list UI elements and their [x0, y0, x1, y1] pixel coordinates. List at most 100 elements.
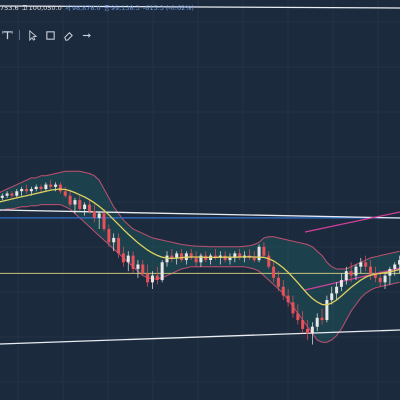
candle-body	[20, 189, 24, 192]
high-label: 고	[21, 4, 28, 12]
candle-body	[393, 264, 397, 269]
candle-body	[276, 277, 280, 287]
candle-body	[364, 262, 368, 267]
candle-body	[373, 273, 377, 278]
candle-body	[131, 255, 135, 269]
change-value: -615.3 (-0.62%)	[142, 4, 194, 12]
candle-body	[170, 255, 174, 258]
close-label: 종	[103, 4, 110, 12]
candle-body	[286, 295, 290, 303]
candle-body	[262, 246, 266, 256]
candle-body	[78, 200, 82, 209]
candle-body	[102, 213, 106, 229]
candle-body	[44, 184, 48, 189]
channel-line-top	[0, 5, 400, 9]
bollinger-lower-line	[0, 204, 400, 343]
candle-body	[233, 253, 237, 258]
candle-body	[24, 189, 28, 192]
candle-body	[257, 246, 261, 261]
candle-body	[58, 184, 62, 192]
candle-body	[228, 257, 232, 261]
eraser-tool-icon[interactable]	[62, 29, 74, 41]
open-value: 753.6	[0, 4, 19, 12]
candle-body	[315, 317, 319, 327]
drawing-toolbar	[0, 28, 92, 42]
candle-body	[126, 255, 130, 263]
candle-body	[136, 264, 140, 269]
candle-body	[54, 184, 58, 187]
candle-body	[165, 255, 169, 263]
candle-body	[310, 326, 314, 334]
candle-body	[398, 260, 400, 265]
candle-body	[39, 186, 43, 189]
candle-body	[87, 204, 91, 212]
rectangle-tool-icon[interactable]	[44, 29, 56, 41]
candle-body	[369, 266, 372, 274]
candle-body	[339, 280, 343, 287]
candle-body	[378, 277, 382, 283]
candle-body	[10, 193, 14, 196]
candle-body	[5, 193, 9, 196]
channel-line-bottom	[0, 329, 400, 345]
candle-body	[146, 273, 150, 283]
channel-line-middle	[0, 209, 400, 219]
candle-body	[296, 313, 300, 321]
candle-body	[238, 253, 242, 258]
pink-channel-top	[304, 211, 400, 233]
candle-body	[92, 211, 96, 218]
candle-body	[63, 191, 67, 196]
candle-body	[199, 255, 203, 263]
candle-body	[272, 266, 276, 278]
candle-body	[0, 195, 4, 198]
select-tool-icon[interactable]	[26, 29, 38, 41]
candle-body	[194, 257, 198, 263]
candle-body	[34, 186, 38, 189]
candle-body	[291, 302, 295, 314]
low-value: 98,878.0	[71, 4, 101, 12]
candle-body	[383, 275, 387, 283]
candle-body	[180, 253, 184, 261]
candle-body	[121, 253, 125, 263]
candle-body	[349, 271, 353, 276]
candle-body	[73, 200, 77, 205]
candle-body	[112, 237, 116, 243]
bollinger-upper-line	[0, 170, 400, 270]
candle-body	[213, 255, 217, 258]
candle-body	[320, 317, 324, 320]
candle-body	[160, 262, 164, 281]
pink-channel-bottom	[304, 267, 400, 291]
candle-body	[15, 191, 19, 196]
candle-body	[359, 262, 363, 267]
candle-body	[29, 189, 33, 192]
ohlc-legend: 753.6 고100,050.0 저98,878.0 종99,138.3 -61…	[0, 2, 195, 14]
candle-body	[155, 275, 159, 280]
candle-body	[344, 271, 348, 281]
candle-body	[354, 266, 358, 276]
close-value: 99,138.3	[110, 4, 140, 12]
text-tool-icon[interactable]	[1, 29, 13, 41]
candle-body	[330, 293, 334, 301]
candle-body	[306, 328, 310, 334]
more-tool-icon[interactable]	[80, 29, 92, 41]
candle-body	[107, 229, 111, 243]
candle-body	[325, 300, 329, 320]
candle-body	[267, 255, 271, 267]
toolbar-divider	[19, 30, 20, 40]
candle-body	[83, 204, 87, 209]
candle-body	[252, 257, 256, 261]
candle-body	[117, 237, 121, 254]
candle-body	[141, 264, 145, 274]
candle-body	[175, 253, 179, 258]
candle-body	[301, 320, 305, 329]
moving-average-line	[0, 188, 400, 306]
high-value: 100,050.0	[28, 4, 62, 12]
candle-body	[49, 184, 53, 187]
candle-body	[150, 275, 154, 283]
candle-body	[335, 286, 339, 294]
candle-body	[97, 213, 101, 218]
candle-body	[189, 253, 193, 258]
candle-body	[281, 286, 285, 296]
candle-body	[68, 195, 72, 205]
low-label: 저	[64, 4, 71, 12]
